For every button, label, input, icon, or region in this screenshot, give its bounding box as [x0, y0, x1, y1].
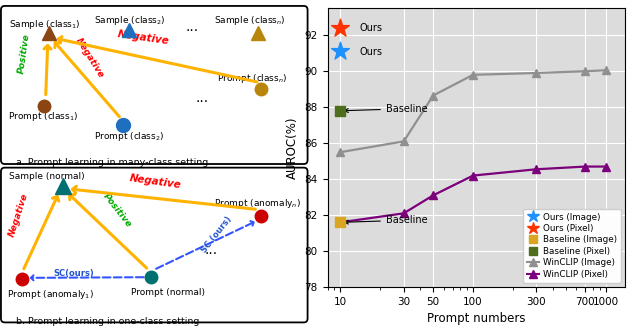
- Text: Prompt (normal): Prompt (normal): [130, 288, 205, 297]
- FancyBboxPatch shape: [1, 6, 308, 164]
- Text: Sample (class$_2$): Sample (class$_2$): [94, 14, 166, 27]
- Point: [335, 49, 345, 54]
- WinCLIP (Pixel): [532, 167, 540, 171]
- Text: Positive: Positive: [100, 192, 133, 230]
- Text: ...: ...: [186, 20, 199, 34]
- Legend: Ours (Image), Ours (Pixel), Baseline (Image), Baseline (Pixel), WinCLIP (Image),: Ours (Image), Ours (Pixel), Baseline (Im…: [523, 209, 621, 283]
- WinCLIP (Image): [532, 71, 540, 75]
- WinCLIP (Pixel): [336, 220, 344, 224]
- Text: ...: ...: [195, 91, 209, 105]
- Text: ...: ...: [205, 243, 218, 257]
- Text: SC (ours): SC (ours): [200, 214, 234, 254]
- Text: Prompt (class$_1$): Prompt (class$_1$): [8, 110, 78, 123]
- Text: Negative: Negative: [129, 174, 182, 191]
- Point: [335, 25, 345, 31]
- WinCLIP (Image): [581, 69, 589, 73]
- Text: Ours: Ours: [360, 23, 383, 33]
- Text: Negative: Negative: [116, 29, 170, 47]
- Text: Baseline: Baseline: [345, 104, 427, 114]
- WinCLIP (Pixel): [602, 165, 610, 169]
- Text: a. Prompt learning in many-class setting: a. Prompt learning in many-class setting: [16, 158, 208, 167]
- Text: Positive: Positive: [17, 33, 32, 75]
- Text: Prompt (anomaly$_1$): Prompt (anomaly$_1$): [7, 288, 94, 301]
- WinCLIP (Pixel): [469, 174, 477, 178]
- Text: Sample (class$_1$): Sample (class$_1$): [9, 18, 80, 31]
- WinCLIP (Image): [429, 93, 437, 97]
- WinCLIP (Pixel): [400, 211, 408, 215]
- WinCLIP (Pixel): [429, 193, 437, 197]
- FancyBboxPatch shape: [1, 168, 308, 322]
- Line: WinCLIP (Image): WinCLIP (Image): [336, 67, 610, 156]
- Text: Prompt (anomaly$_n$): Prompt (anomaly$_n$): [214, 197, 301, 210]
- Line: WinCLIP (Pixel): WinCLIP (Pixel): [336, 163, 610, 226]
- Point: [335, 220, 345, 225]
- WinCLIP (Image): [336, 150, 344, 154]
- Text: Sample (normal): Sample (normal): [10, 172, 85, 181]
- Text: Baseline: Baseline: [345, 215, 427, 225]
- Text: Negative: Negative: [7, 192, 30, 238]
- WinCLIP (Pixel): [581, 165, 589, 169]
- X-axis label: Prompt numbers: Prompt numbers: [427, 313, 525, 325]
- WinCLIP (Image): [602, 68, 610, 72]
- Text: Negative: Negative: [74, 36, 106, 80]
- Point: [335, 108, 345, 114]
- WinCLIP (Image): [469, 73, 477, 77]
- Text: Prompt (class$_n$): Prompt (class$_n$): [218, 72, 287, 85]
- Text: b. Prompt learning in one-class setting: b. Prompt learning in one-class setting: [16, 317, 199, 326]
- Text: Sample (class$_n$): Sample (class$_n$): [214, 14, 286, 27]
- Text: Prompt (class$_2$): Prompt (class$_2$): [94, 130, 165, 143]
- Text: Ours: Ours: [360, 47, 383, 57]
- Text: SC(ours): SC(ours): [53, 269, 94, 278]
- WinCLIP (Image): [400, 139, 408, 143]
- Y-axis label: AUROC(%): AUROC(%): [286, 116, 299, 179]
